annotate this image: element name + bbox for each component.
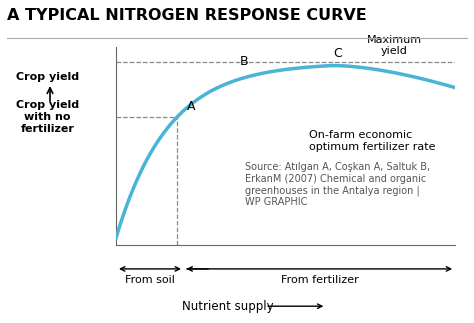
Text: C: C: [333, 47, 342, 60]
Text: B: B: [240, 55, 248, 68]
Text: A: A: [187, 100, 196, 113]
Text: A TYPICAL NITROGEN RESPONSE CURVE: A TYPICAL NITROGEN RESPONSE CURVE: [7, 8, 367, 23]
Text: Source: Atılgan A, Coşkan A, Saltuk B,
ErkanM (2007) Chemical and organic
greenh: Source: Atılgan A, Coşkan A, Saltuk B, E…: [245, 162, 430, 207]
Text: From fertilizer: From fertilizer: [281, 275, 358, 285]
Text: Crop yield: Crop yield: [16, 72, 79, 82]
Text: On-farm economic
optimum fertilizer rate: On-farm economic optimum fertilizer rate: [310, 130, 436, 152]
Text: Maximum
yield: Maximum yield: [366, 35, 421, 56]
Text: Crop yield
with no
fertilizer: Crop yield with no fertilizer: [16, 100, 79, 134]
Text: From soil: From soil: [125, 275, 175, 285]
Text: Nutrient supply: Nutrient supply: [182, 300, 274, 313]
